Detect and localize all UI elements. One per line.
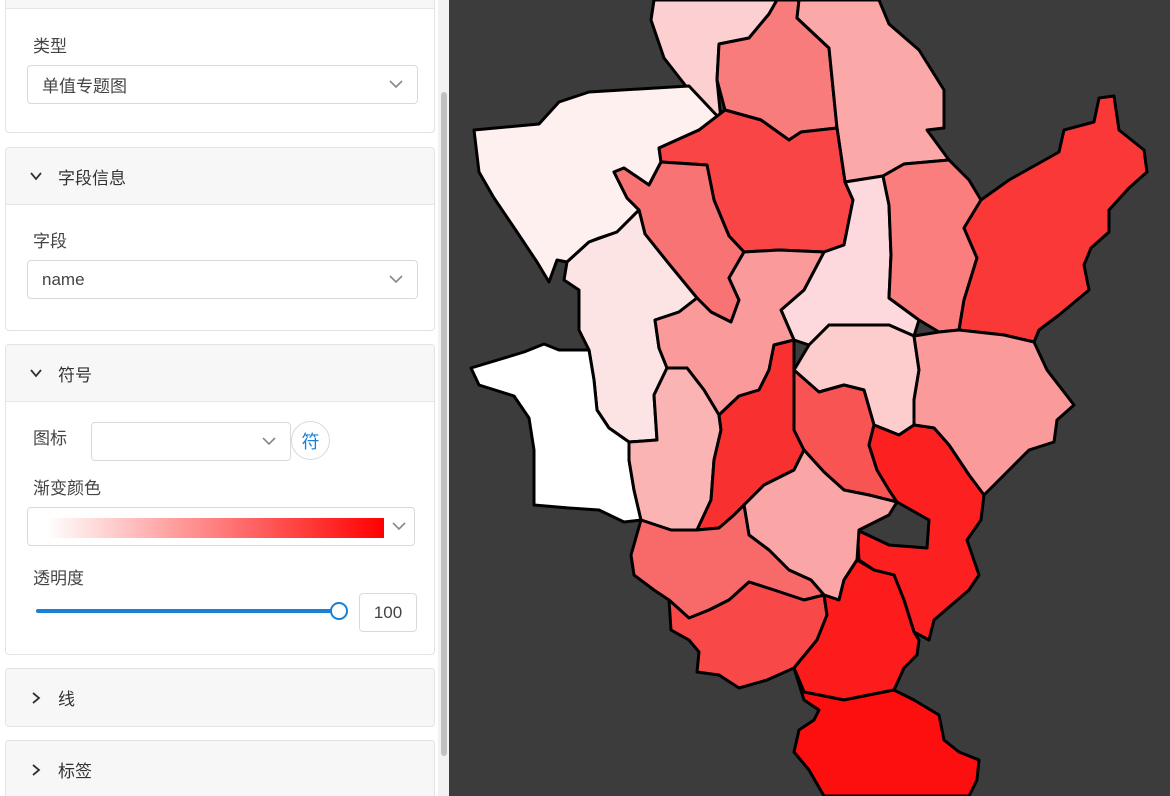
thematic-map[interactable] [449,0,1170,796]
field-info-header[interactable]: 字段信息 [6,148,434,205]
field-select[interactable]: name [27,260,418,299]
line-section: 线 [5,668,435,727]
chevron-right-icon [32,763,41,776]
field-label: 字段 [33,232,67,251]
opacity-slider[interactable] [36,602,348,620]
chevron-down-icon [30,369,42,378]
field-info-body: 字段 name [6,205,434,330]
opacity-slider-handle[interactable] [330,602,348,620]
gradient-select[interactable] [27,507,415,546]
icon-select[interactable] [91,422,291,461]
symbol-picker-button[interactable]: 符 [291,421,330,460]
opacity-label: 透明度 [33,569,84,588]
label-section: 标签 [5,740,435,796]
icon-label: 图标 [33,429,67,448]
type-select-value: 单值专题图 [42,77,127,96]
theme-settings-panel: 类型 单值专题图 字段信息 字段 name [0,0,449,796]
field-info-section: 字段信息 字段 name [5,147,435,331]
chevron-right-icon [32,691,41,704]
type-section-header-fragment [6,0,434,9]
line-title: 线 [58,690,75,709]
opacity-slider-fill [36,609,338,613]
chevron-down-icon [389,80,403,89]
gradient-preview [46,518,384,538]
panel-scrollbar[interactable] [438,0,449,796]
chevron-down-icon [30,172,42,181]
type-label: 类型 [33,37,67,56]
symbol-title: 符号 [58,365,92,385]
label-header[interactable]: 标签 [6,741,434,796]
chevron-down-icon [392,522,406,531]
chevron-down-icon [262,437,276,446]
scrollbar-thumb[interactable] [441,92,447,756]
type-section: 类型 单值专题图 [5,0,435,133]
line-header[interactable]: 线 [6,669,434,726]
map-view[interactable] [449,0,1170,796]
gradient-label: 渐变颜色 [33,479,101,498]
map-region[interactable] [957,94,1149,344]
opacity-number-input[interactable]: 100 [359,593,417,632]
symbol-section: 符号 图标 符 渐变颜色 透明度 [5,344,435,655]
chevron-down-icon [389,275,403,284]
map-region[interactable] [792,666,981,796]
type-select[interactable]: 单值专题图 [27,65,418,104]
type-section-body: 类型 单值专题图 [6,9,434,132]
field-select-value: name [42,269,85,289]
symbol-header[interactable]: 符号 [6,345,434,402]
label-title: 标签 [58,762,92,781]
symbol-body: 图标 符 渐变颜色 透明度 [6,402,434,654]
field-info-title: 字段信息 [58,168,126,188]
